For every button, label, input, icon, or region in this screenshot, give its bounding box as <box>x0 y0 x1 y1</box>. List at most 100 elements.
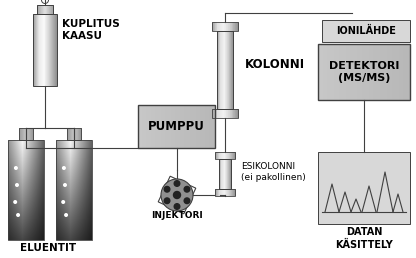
Bar <box>29 157 30 158</box>
Bar <box>66 149 67 150</box>
Bar <box>31 156 32 157</box>
Bar <box>78 182 79 183</box>
Bar <box>81 203 82 204</box>
Bar <box>79 190 80 191</box>
Bar <box>87 147 88 148</box>
Bar <box>14 167 15 168</box>
Bar <box>70 210 71 211</box>
Bar <box>40 186 41 187</box>
Bar <box>27 168 28 169</box>
Bar <box>23 164 24 165</box>
Bar <box>11 184 12 185</box>
Bar <box>73 219 74 220</box>
Bar <box>17 231 18 232</box>
Bar <box>72 142 73 143</box>
Bar <box>28 191 29 192</box>
Bar <box>69 206 70 207</box>
Bar <box>58 152 59 153</box>
Bar <box>56 151 57 152</box>
Bar <box>39 224 40 225</box>
Bar <box>63 176 64 177</box>
Bar <box>29 215 30 216</box>
Bar <box>29 207 30 208</box>
Bar <box>36 165 37 166</box>
Bar <box>75 208 76 209</box>
Bar <box>37 160 38 161</box>
Bar <box>38 142 39 143</box>
Bar <box>77 217 78 218</box>
Bar <box>37 168 38 169</box>
Bar <box>57 216 58 217</box>
Bar <box>87 174 88 175</box>
Bar <box>24 230 25 231</box>
Bar <box>28 236 29 237</box>
Bar <box>40 189 41 190</box>
Bar <box>66 207 67 208</box>
Bar <box>64 225 65 226</box>
Bar <box>8 232 9 233</box>
Bar <box>32 187 33 188</box>
Bar <box>62 159 63 160</box>
Bar <box>23 173 24 174</box>
Bar <box>14 154 15 155</box>
Bar <box>215 189 235 196</box>
Bar <box>40 187 41 188</box>
Bar <box>67 208 68 209</box>
Bar <box>25 153 26 154</box>
Bar <box>51 5 52 14</box>
Bar <box>60 235 61 236</box>
Bar <box>10 182 11 183</box>
Bar <box>66 188 67 189</box>
Bar <box>86 175 87 176</box>
Bar <box>36 180 37 181</box>
Bar <box>14 200 15 201</box>
Bar <box>89 181 90 182</box>
Bar <box>80 172 81 173</box>
Bar <box>79 230 80 231</box>
Bar <box>19 170 20 171</box>
Bar <box>35 146 36 147</box>
Bar <box>30 147 31 148</box>
Bar <box>35 14 36 86</box>
Bar <box>27 187 28 188</box>
Bar <box>37 173 38 174</box>
Bar <box>35 142 36 143</box>
Bar <box>62 223 63 224</box>
Bar <box>38 195 39 196</box>
Bar <box>61 208 62 209</box>
Bar <box>56 159 57 160</box>
Bar <box>22 225 23 226</box>
Bar <box>83 183 84 184</box>
Bar <box>41 172 42 173</box>
Bar <box>40 227 41 228</box>
Bar <box>42 227 43 228</box>
Bar <box>17 202 18 203</box>
Bar <box>59 224 60 225</box>
Bar <box>64 173 65 174</box>
Bar <box>84 150 85 151</box>
Bar <box>67 177 68 178</box>
Bar <box>73 178 74 179</box>
Bar <box>43 5 44 14</box>
Bar <box>63 168 64 169</box>
Bar <box>74 213 75 214</box>
Bar <box>40 200 41 201</box>
Bar <box>85 217 86 218</box>
Bar <box>11 183 12 184</box>
Bar <box>69 178 70 179</box>
Bar <box>31 182 32 183</box>
Bar <box>36 234 37 235</box>
Bar <box>67 238 68 239</box>
Bar <box>62 147 63 148</box>
Bar <box>26 183 27 184</box>
Bar <box>173 105 175 148</box>
Bar <box>62 202 63 203</box>
Bar <box>86 201 87 202</box>
Bar <box>19 206 20 207</box>
Bar <box>18 222 19 223</box>
Bar <box>41 157 42 158</box>
Bar <box>64 171 65 172</box>
Bar <box>85 184 86 185</box>
Bar <box>80 198 81 199</box>
Bar <box>73 195 74 196</box>
